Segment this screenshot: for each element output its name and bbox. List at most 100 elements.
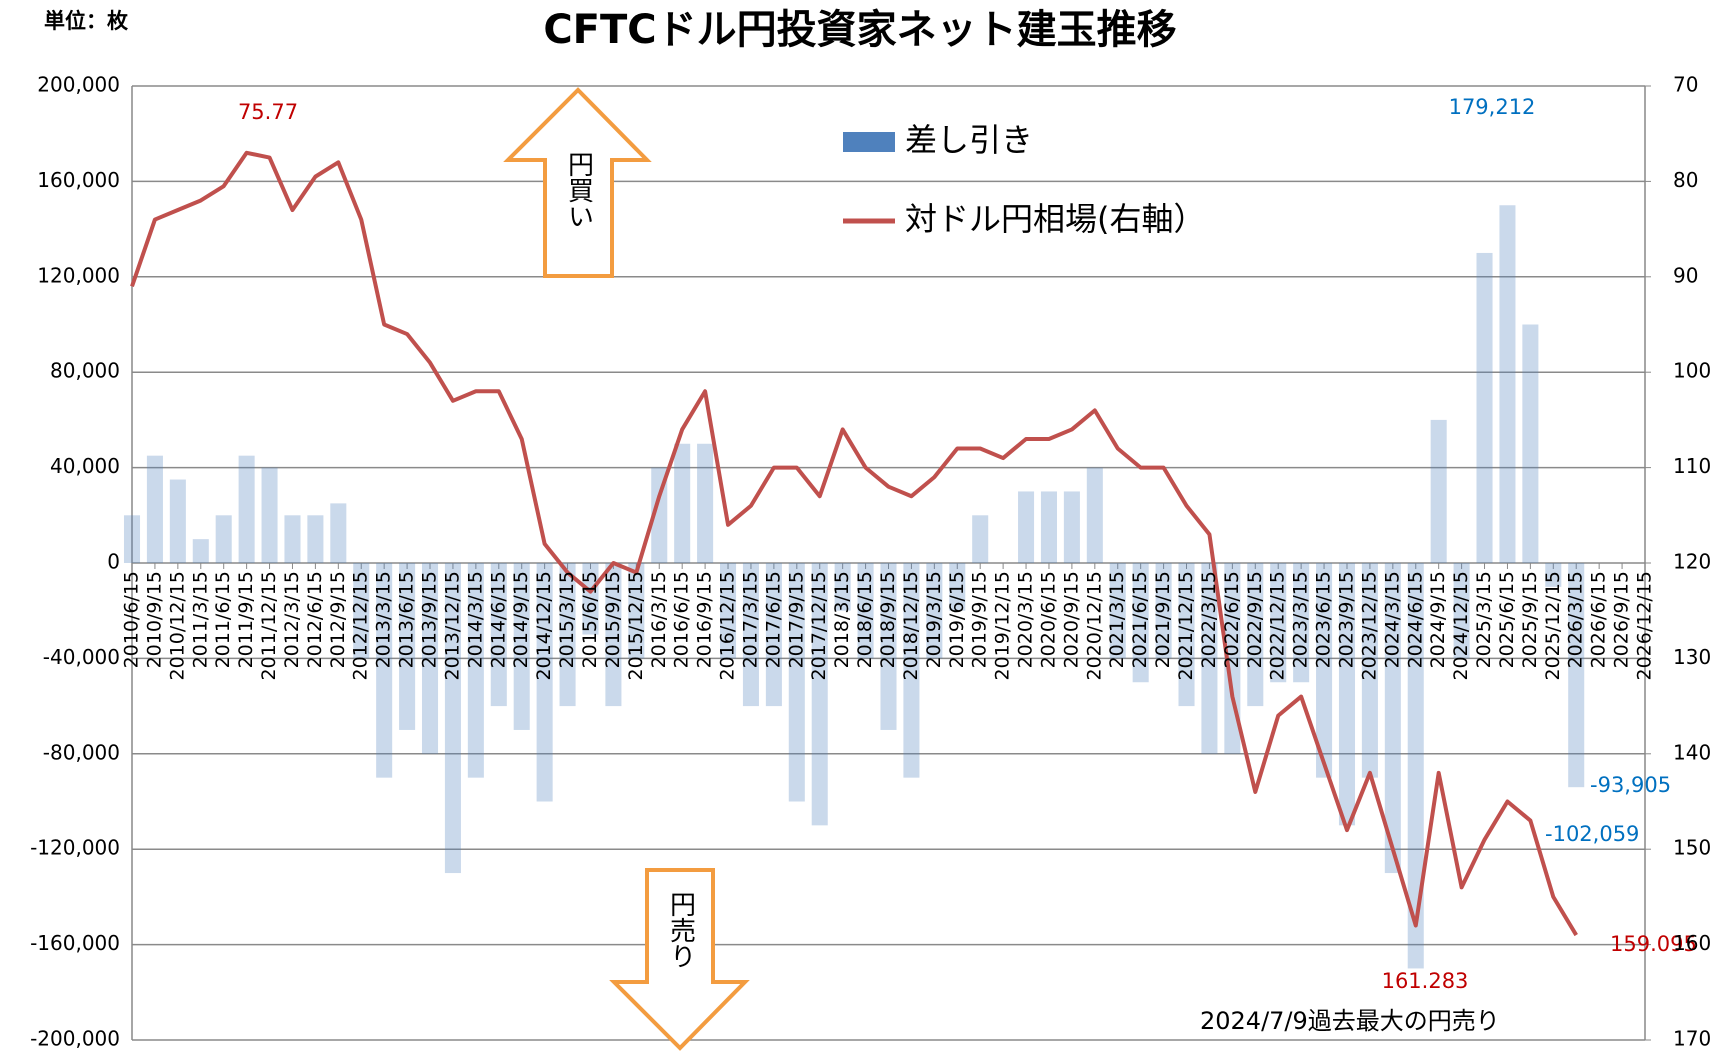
x-tick-label: 2023/3/15: [1290, 571, 1312, 668]
buy-label: 円買い: [564, 151, 594, 229]
bar: [1201, 563, 1218, 754]
bar: [399, 563, 416, 730]
x-tick-label: 2022/6/15: [1221, 571, 1243, 668]
bar: [330, 503, 347, 563]
y-tick-label: -200,000: [30, 1027, 120, 1051]
bar: [421, 563, 439, 754]
bar: [651, 467, 668, 563]
y-tick-label: 120,000: [37, 263, 120, 287]
bar: [765, 563, 782, 707]
bar: [1293, 563, 1310, 683]
y2-tick-label: 80: [1673, 168, 1698, 192]
x-tick-label: 2013/9/15: [419, 571, 441, 668]
x-tick-label: 2018/9/15: [877, 571, 899, 668]
legend-bar: 差し引き: [905, 121, 1033, 159]
y2-tick-label: 70: [1673, 73, 1698, 97]
x-tick-label: 2018/3/15: [831, 571, 853, 668]
bar: [742, 563, 759, 707]
legend-line: 対ドル円相場(右軸）: [905, 200, 1206, 238]
x-tick-label: 2026/6/15: [1588, 571, 1610, 668]
bar: [1361, 563, 1378, 778]
annotation: -102,059: [1545, 822, 1639, 846]
bar: [788, 563, 805, 802]
x-tick-label: 2017/6/15: [762, 571, 784, 668]
x-tick-label: 2021/12/15: [1175, 571, 1197, 681]
bar: [720, 563, 737, 659]
bar: [674, 443, 691, 563]
bar: [1453, 563, 1470, 659]
bar: [215, 515, 232, 563]
x-tick-label: 2013/6/15: [396, 571, 418, 668]
x-tick-label: 2016/9/15: [694, 571, 716, 668]
bar: [169, 479, 186, 563]
bar: [238, 455, 255, 563]
x-tick-label: 2012/9/15: [327, 571, 349, 668]
x-tick-label: 2025/3/15: [1473, 571, 1495, 668]
y-tick-label: -80,000: [43, 740, 120, 764]
bar: [123, 515, 141, 563]
x-tick-label: 2011/9/15: [235, 571, 257, 668]
chart-title: CFTCドル円投資家ネット建玉推移: [543, 7, 1176, 53]
bar: [972, 515, 989, 563]
bar: [628, 563, 645, 659]
y2-tick-label: 120: [1673, 550, 1711, 574]
bar: [1545, 563, 1562, 587]
bar: [1109, 563, 1126, 659]
y2-tick-label: 90: [1673, 263, 1698, 287]
x-tick-label: 2010/9/15: [143, 571, 165, 668]
x-tick-label: 2013/3/15: [373, 571, 395, 668]
annotation: 159.095: [1610, 932, 1697, 956]
x-tick-label: 2017/9/15: [785, 571, 807, 668]
bar: [1040, 491, 1057, 563]
x-tick-label: 2023/12/15: [1358, 571, 1380, 681]
up-arrow: [503, 87, 652, 278]
annotation: 161.283: [1382, 969, 1469, 993]
bar: [903, 563, 920, 778]
x-tick-label: 2015/3/15: [556, 571, 578, 668]
y-tick-label: -160,000: [30, 931, 120, 955]
y2-tick-label: 160: [1673, 931, 1711, 955]
x-tick-label: 2014/6/15: [487, 571, 509, 668]
bar: [857, 563, 874, 659]
x-tick-label: 2014/3/15: [464, 571, 486, 668]
x-tick-label: 2018/12/15: [900, 571, 922, 681]
x-tick-label: 2026/3/15: [1565, 571, 1587, 668]
bar: [490, 563, 507, 707]
x-tick-label: 2026/12/15: [1634, 571, 1656, 681]
bar: [1430, 419, 1447, 563]
x-tick-label: 2025/12/15: [1542, 571, 1564, 681]
x-tick-label: 2020/6/15: [1037, 571, 1059, 668]
bar: [1086, 467, 1103, 563]
annotation: 179,212: [1449, 95, 1536, 119]
bar: [1132, 563, 1149, 683]
x-tick-label: 2017/3/15: [739, 571, 761, 668]
y-tick-label: -120,000: [30, 836, 120, 860]
bar: [1155, 563, 1172, 659]
y-tick-label: 200,000: [37, 73, 120, 97]
y-tick-label: 0: [107, 550, 120, 574]
x-tick-label: 2020/9/15: [1060, 571, 1082, 668]
bar: [1270, 563, 1287, 683]
x-tick-label: 2019/9/15: [969, 571, 991, 668]
bar: [376, 563, 393, 778]
x-tick-label: 2012/6/15: [304, 571, 326, 668]
bar: [582, 563, 599, 635]
annotation: 75.77: [238, 100, 298, 124]
bar: [1499, 205, 1516, 563]
bar: [284, 515, 301, 563]
x-tick-label: 2018/6/15: [854, 571, 876, 668]
sell-label: 円売り: [666, 891, 696, 969]
x-tick-label: 2021/6/15: [1129, 571, 1151, 668]
legend-bar-swatch: [843, 132, 895, 152]
y-tick-label: 80,000: [50, 359, 120, 383]
x-tick-label: 2010/12/15: [166, 571, 188, 681]
x-tick-label: 2015/9/15: [602, 571, 624, 668]
y-tick-label: -40,000: [43, 645, 120, 669]
grid: [131, 85, 1651, 1041]
x-tick-label: 2023/9/15: [1335, 571, 1357, 668]
bar: [353, 563, 370, 659]
x-tick-label: 2017/12/15: [808, 571, 830, 681]
bar: [1522, 324, 1539, 563]
bar: [1568, 563, 1585, 788]
